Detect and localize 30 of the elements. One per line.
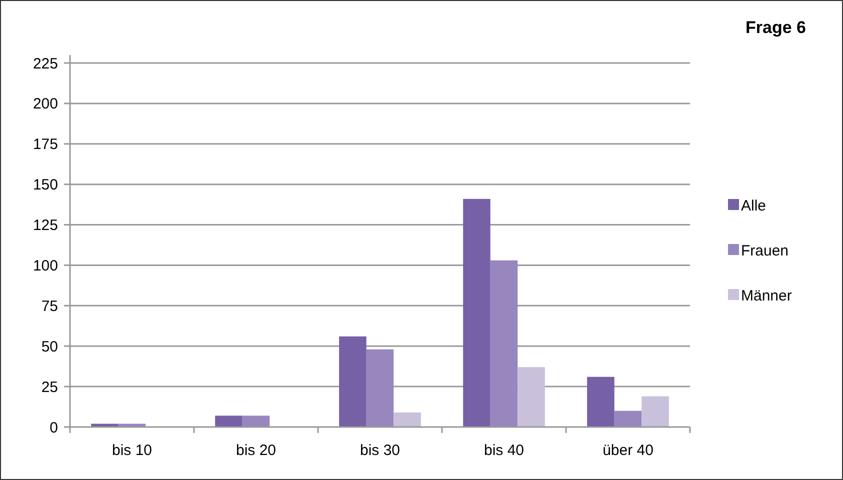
y-tick-label: 25 xyxy=(41,378,58,396)
x-tick-label: über 40 xyxy=(602,442,654,459)
bar xyxy=(242,416,270,427)
bar xyxy=(215,416,242,427)
y-tick-label: 175 xyxy=(32,136,58,154)
bar xyxy=(518,367,545,427)
y-tick-label: 100 xyxy=(32,257,58,274)
bar xyxy=(614,410,642,427)
legend-label: Frauen xyxy=(741,242,789,260)
x-tick-label: bis 20 xyxy=(236,442,276,459)
bar xyxy=(490,260,518,427)
bar xyxy=(339,336,366,427)
legend-label: Männer xyxy=(741,287,792,304)
y-tick-label: 0 xyxy=(50,419,58,436)
y-tick-label: 125 xyxy=(32,217,58,234)
y-tick-label: 150 xyxy=(32,176,58,194)
bar xyxy=(463,198,490,427)
bar xyxy=(642,396,669,427)
bar xyxy=(366,349,394,427)
x-tick-label: bis 40 xyxy=(484,442,524,459)
bar xyxy=(394,412,421,427)
bar xyxy=(587,376,614,427)
text: Frage 6 xyxy=(746,18,806,37)
x-tick-label: bis 10 xyxy=(112,442,152,459)
y-tick-label: 50 xyxy=(41,338,58,356)
y-tick-label: 75 xyxy=(41,298,58,315)
x-tick-label: bis 30 xyxy=(360,442,400,459)
y-tick-label: 200 xyxy=(32,96,58,113)
y-tick-label: 225 xyxy=(32,55,58,72)
legend-label: Alle xyxy=(741,197,766,214)
